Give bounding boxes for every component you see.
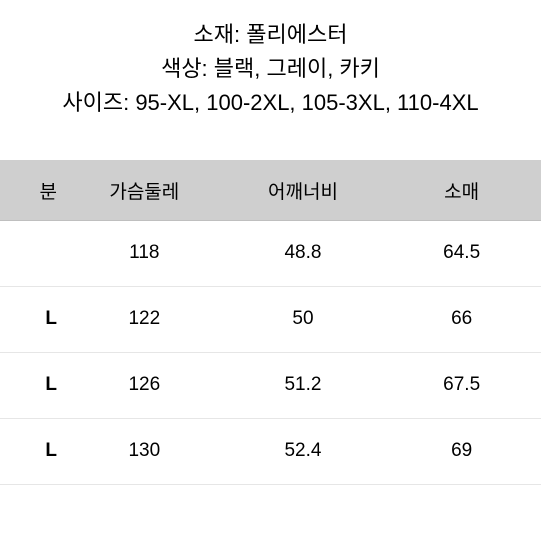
size-chart-table: 분 가슴둘레 어깨너비 소매 118 48.8 64.5 L 122 50 66… xyxy=(0,160,541,485)
product-info: 소재: 폴리에스터 색상: 블랙, 그레이, 카키 사이즈: 95-XL, 10… xyxy=(0,0,541,160)
col-header-shoulder: 어깨너비 xyxy=(224,160,383,220)
cell-chest: 118 xyxy=(65,220,224,286)
row-label xyxy=(0,220,65,286)
cell-chest: 130 xyxy=(65,418,224,484)
cell-sleeve: 66 xyxy=(382,286,541,352)
colors-line: 색상: 블랙, 그레이, 카키 xyxy=(0,52,541,86)
sizes-line: 사이즈: 95-XL, 100-2XL, 105-3XL, 110-4XL xyxy=(0,86,541,120)
cell-shoulder: 52.4 xyxy=(224,418,383,484)
cell-sleeve: 64.5 xyxy=(382,220,541,286)
table-row: 118 48.8 64.5 xyxy=(0,220,541,286)
material-line: 소재: 폴리에스터 xyxy=(0,18,541,52)
row-label: L xyxy=(0,418,65,484)
cell-sleeve: 69 xyxy=(382,418,541,484)
row-label: L xyxy=(0,286,65,352)
cell-chest: 122 xyxy=(65,286,224,352)
table-row: L 126 51.2 67.5 xyxy=(0,352,541,418)
col-header-sleeve: 소매 xyxy=(382,160,541,220)
table-row: L 122 50 66 xyxy=(0,286,541,352)
col-header-chest: 가슴둘레 xyxy=(65,160,224,220)
row-label: L xyxy=(0,352,65,418)
table-row: L 130 52.4 69 xyxy=(0,418,541,484)
table-header-row: 분 가슴둘레 어깨너비 소매 xyxy=(0,160,541,220)
col-header-label: 분 xyxy=(0,160,65,220)
cell-shoulder: 51.2 xyxy=(224,352,383,418)
cell-shoulder: 50 xyxy=(224,286,383,352)
cell-sleeve: 67.5 xyxy=(382,352,541,418)
cell-shoulder: 48.8 xyxy=(224,220,383,286)
cell-chest: 126 xyxy=(65,352,224,418)
